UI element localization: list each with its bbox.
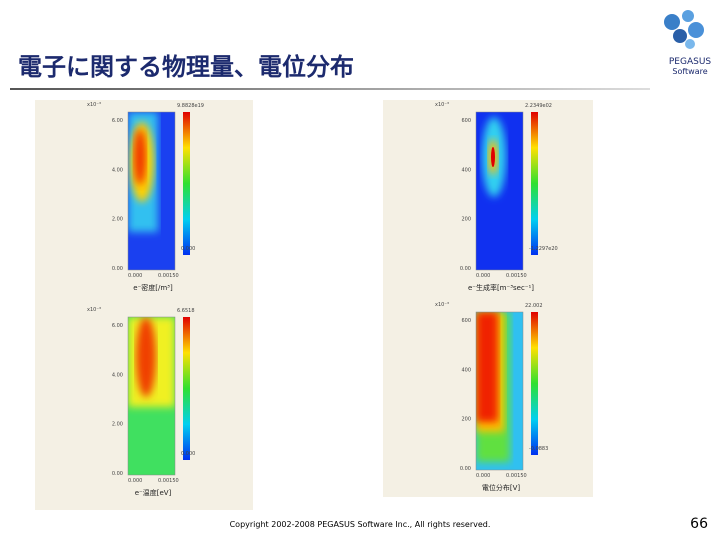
- field: [476, 312, 498, 422]
- panels: x10⁻³ 6.00 4.00 2.00 0.00 0.000 0.00150 9.8828e…: [87, 102, 558, 497]
- y-tick-label: 2.00: [112, 217, 123, 223]
- title: 電子に関する物理量、電位分布: [18, 53, 354, 81]
- colorbar: [183, 317, 190, 460]
- scale-label: x10⁻³: [435, 102, 449, 108]
- plot: [128, 112, 175, 270]
- y-tick-label: 200: [461, 417, 471, 423]
- scale-label: x10⁻³: [87, 102, 101, 108]
- field: [491, 147, 495, 167]
- y-tick-label: 4.00: [112, 167, 123, 173]
- caption: e⁻生成率[m⁻³sec⁻¹]: [468, 283, 534, 292]
- plot: [128, 317, 175, 475]
- plot: [476, 112, 523, 270]
- colorbar-max: 22.002: [525, 303, 543, 309]
- panel: x10⁻³ 600 400 200 0.00 0.000 0.00150 2.2349e02 -…: [435, 102, 558, 292]
- x-tick-label: 0.00150: [158, 273, 179, 279]
- scale-label: x10⁻³: [435, 302, 449, 308]
- plot-frame: [475, 311, 524, 471]
- copyright: Copyright 2002-2008 PEGASUS Software Inc…: [230, 520, 491, 529]
- plot: [476, 312, 523, 470]
- panel: x10⁻³ 6.00 4.00 2.00 0.00 0.000 0.00150 9.8828e…: [87, 102, 204, 292]
- colorbar-min: -0.0883: [529, 446, 548, 452]
- x-tick-label: 0.00150: [506, 473, 527, 479]
- colorbar: [183, 112, 190, 255]
- title-rule: [10, 88, 650, 90]
- colorbar-max: 6.6518: [177, 308, 195, 314]
- y-tick-label: 0.00: [460, 466, 471, 472]
- plot-frame: [127, 111, 176, 271]
- logo: PEGASUS Software: [664, 10, 711, 76]
- y-tick-label: 600: [461, 318, 471, 324]
- colorbar: [531, 312, 538, 455]
- logo-sub: Software: [672, 67, 707, 76]
- scale-label: x10⁻³: [87, 307, 101, 313]
- caption: e⁻温度[eV]: [135, 488, 172, 497]
- x-tick-label: 0.00150: [506, 273, 527, 279]
- page-number: 66: [690, 516, 708, 532]
- y-tick-label: 4.00: [112, 372, 123, 378]
- logo-name: PEGASUS: [669, 57, 712, 67]
- colorbar-min: 0.000: [181, 246, 195, 252]
- y-tick-label: 200: [461, 217, 471, 223]
- y-tick-label: 400: [461, 367, 471, 373]
- colorbar-min: 0.000: [181, 451, 195, 457]
- x-tick-label: 0.000: [128, 273, 142, 279]
- y-tick-label: 6.00: [112, 323, 123, 329]
- colorbar-max: 9.8828e19: [177, 103, 204, 109]
- x-tick-label: 0.000: [476, 273, 490, 279]
- x-tick-label: 0.000: [128, 478, 142, 484]
- x-tick-label: 0.000: [476, 473, 490, 479]
- y-tick-label: 0.00: [112, 471, 123, 477]
- y-tick-label: 0.00: [460, 266, 471, 272]
- field: [134, 129, 146, 185]
- colorbar-min: -1.2297e20: [529, 246, 558, 252]
- y-tick-label: 600: [461, 118, 471, 124]
- panel: x10⁻³ 6.00 4.00 2.00 0.00 0.000 0.00150 6.6518 0…: [87, 307, 195, 497]
- colorbar-max: 2.2349e02: [525, 103, 552, 109]
- plot-frame: [127, 316, 176, 476]
- y-tick-label: 2.00: [112, 422, 123, 428]
- field: [136, 317, 156, 397]
- plot-frame: [475, 111, 524, 271]
- y-tick-label: 6.00: [112, 118, 123, 124]
- caption: e⁻密度[/m³]: [133, 283, 173, 292]
- colorbar: [531, 112, 538, 255]
- panel: x10⁻³ 600 400 200 0.00 0.000 0.00150 22.002 -0.0…: [435, 302, 548, 492]
- x-tick-label: 0.00150: [158, 478, 179, 484]
- y-tick-label: 0.00: [112, 266, 123, 272]
- caption: 電位分布[V]: [482, 483, 521, 492]
- y-tick-label: 400: [461, 167, 471, 173]
